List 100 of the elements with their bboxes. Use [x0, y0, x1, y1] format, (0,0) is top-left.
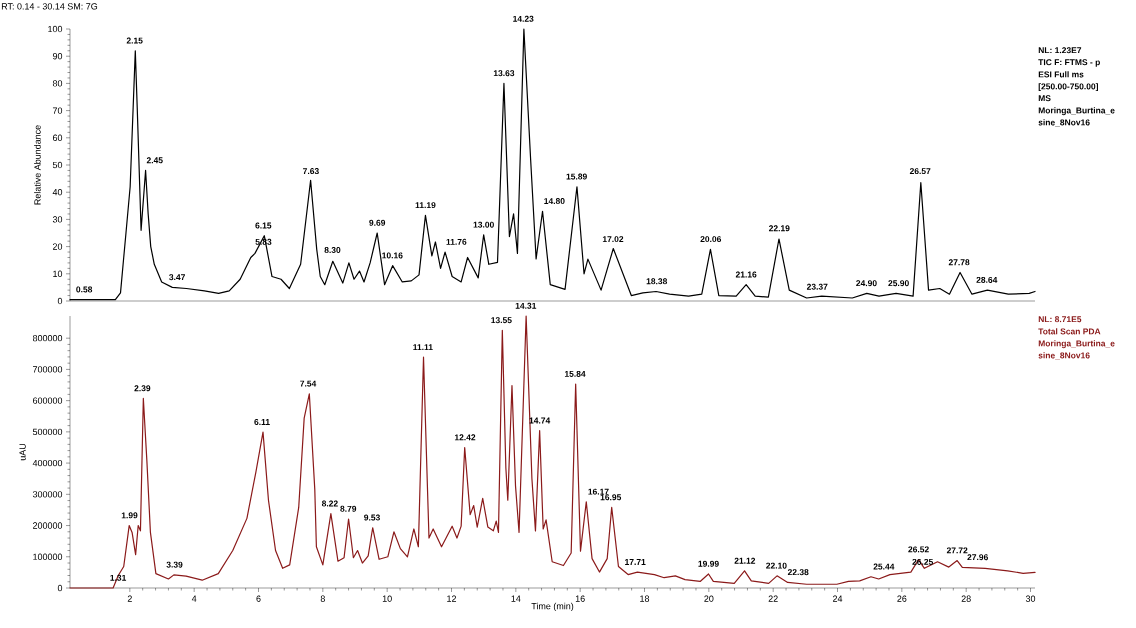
x-tick-label: 6 [256, 595, 261, 602]
annotation: 16.95 [600, 494, 622, 501]
annotation: 7.54 [300, 380, 317, 387]
y-tick-label: 70 [52, 107, 63, 114]
annotation: 8.30 [324, 247, 341, 253]
annotation: 27.72 [946, 547, 968, 554]
y-tick-label: 100000 [33, 553, 63, 560]
annotation: 7.63 [303, 168, 319, 175]
line-series [69, 315, 1036, 589]
text: Total Scan PDA [1038, 328, 1101, 335]
y-tick-label: 10 [53, 270, 63, 277]
annotation: 0.58 [76, 286, 93, 293]
annotation: 9.53 [364, 514, 380, 521]
annotation: 27.78 [948, 259, 970, 266]
annotation: 21.12 [734, 557, 756, 564]
y-tick-label: 100 [48, 25, 63, 33]
annotation: 22.38 [787, 569, 809, 576]
annotation: 15.89 [566, 173, 587, 180]
annotation: 3.47 [169, 274, 185, 281]
annotation: 17.02 [602, 236, 624, 243]
annotation: 25.90 [888, 280, 909, 287]
annotation: 16.17 [588, 488, 609, 495]
y-tick-label: 30 [52, 216, 63, 223]
text: NL: 8.71E5 [1038, 316, 1082, 323]
y-tick-label: 300000 [32, 491, 63, 498]
x-tick-label: 28 [961, 595, 971, 602]
text: TIC F: FTMS - p [1038, 59, 1100, 67]
y-tick-label: 0 [57, 584, 63, 592]
y-tick-label: 600000 [33, 397, 63, 404]
x-tick-label: 26 [897, 595, 907, 602]
annotation: 22.10 [766, 562, 787, 569]
annotation: 26.57 [909, 168, 931, 175]
text: sine_8Nov16 [1038, 119, 1090, 127]
y-tick-label: 700000 [33, 366, 63, 373]
x-tick-label: 22 [768, 595, 778, 602]
annotation: 12.42 [454, 434, 476, 441]
annotation: 11.11 [413, 344, 433, 351]
annotation: 2.15 [126, 37, 143, 44]
y-tick-label: 200000 [33, 522, 63, 529]
x-tick-label: 24 [832, 595, 843, 602]
annotation: 26.52 [908, 546, 929, 553]
x-tick-label: 30 [1025, 595, 1036, 602]
annotation: 23.37 [806, 283, 828, 290]
annotation: 28.64 [976, 276, 998, 283]
x-tick-label: 4 [191, 595, 197, 602]
annotation: 13.00 [473, 221, 494, 228]
text: ESI Full ms [1038, 71, 1084, 78]
annotation: 27.96 [967, 554, 988, 561]
y-tick-label: 500000 [32, 428, 63, 436]
y-axis-title: uAU [19, 443, 26, 461]
text: [250.00-750.00] [1038, 83, 1098, 92]
annotation: 6.11 [254, 418, 270, 425]
y-tick-label: 0 [57, 297, 63, 305]
y-tick-label: 90 [52, 53, 63, 60]
annotation: 14.80 [544, 198, 565, 205]
annotation: 6.15 [255, 222, 272, 229]
y-tick-label: 80 [52, 80, 63, 87]
annotation: 21.16 [735, 271, 757, 278]
annotation: 1.99 [121, 512, 138, 519]
x-tick-label: 18 [640, 595, 650, 602]
annotation: 15.84 [564, 370, 586, 377]
text: Moringa_Burtina_e [1038, 107, 1115, 116]
x-axis-title: Time (min) [531, 602, 574, 612]
annotation: 19.99 [698, 560, 719, 567]
chart-title: RT: 0.14 - 30.14 SM: 7G [1, 3, 98, 10]
text: Moringa_Burtina_e [1038, 340, 1115, 349]
text: sine_8Nov16 [1038, 352, 1090, 360]
annotation: 24.90 [856, 280, 877, 287]
annotation: 18.38 [646, 278, 668, 285]
y-tick-label: 800000 [32, 334, 63, 342]
annotation: 9.69 [369, 219, 386, 226]
annotation: 11.76 [446, 238, 467, 245]
x-tick-label: 2 [127, 595, 132, 602]
annotation: 17.71 [625, 559, 646, 565]
x-tick-label: 12 [447, 595, 457, 602]
annotation: 10.16 [382, 252, 403, 259]
y-tick-label: 400000 [32, 459, 63, 467]
x-tick-label: 10 [382, 595, 392, 602]
annotation: 13.63 [493, 70, 515, 77]
annotation: 2.45 [146, 157, 163, 164]
text: NL: 1.23E7 [1038, 47, 1082, 54]
x-tick-label: 8 [320, 595, 325, 602]
annotation: 14.31 [515, 302, 537, 309]
x-tick-label: 14 [511, 595, 521, 602]
annotation: 13.55 [491, 317, 512, 324]
x-tick-label: 20 [704, 595, 714, 602]
y-tick-label: 20 [52, 243, 63, 250]
annotation: 25.44 [873, 563, 895, 570]
y-tick-label: 40 [52, 189, 63, 196]
y-tick-label: 50 [52, 161, 63, 169]
annotation: 20.06 [700, 236, 722, 243]
annotation: 14.23 [513, 15, 534, 22]
annotation: 3.39 [166, 561, 183, 568]
annotation: 11.19 [415, 202, 436, 209]
y-axis-title: Relative Abundance [34, 125, 41, 205]
x-tick-label: 16 [575, 595, 585, 602]
text: MS [1038, 95, 1051, 102]
annotation: 2.39 [134, 385, 151, 392]
annotation: 22.19 [768, 225, 790, 232]
annotation: 8.79 [340, 505, 357, 512]
